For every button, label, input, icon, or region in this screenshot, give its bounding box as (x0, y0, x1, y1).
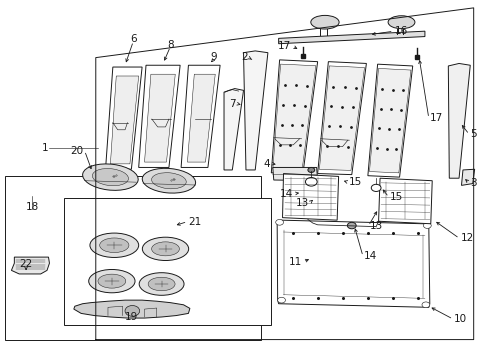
Ellipse shape (98, 274, 125, 288)
Text: 14: 14 (363, 251, 376, 261)
Polygon shape (277, 220, 429, 307)
Text: 7: 7 (229, 99, 235, 109)
Polygon shape (11, 257, 49, 274)
Text: 17: 17 (429, 113, 442, 123)
Polygon shape (367, 64, 412, 177)
Text: 5: 5 (469, 130, 476, 139)
Ellipse shape (151, 242, 179, 256)
Text: 4: 4 (263, 158, 270, 168)
Text: 22: 22 (20, 259, 33, 269)
Circle shape (125, 306, 140, 316)
Text: 8: 8 (167, 40, 173, 50)
Polygon shape (187, 74, 215, 162)
Polygon shape (319, 66, 364, 170)
Circle shape (275, 220, 283, 225)
Ellipse shape (148, 277, 175, 291)
Polygon shape (105, 67, 142, 169)
Ellipse shape (82, 164, 138, 190)
Circle shape (370, 184, 380, 192)
Circle shape (307, 167, 314, 172)
Ellipse shape (88, 270, 135, 293)
Polygon shape (110, 76, 139, 164)
Bar (4, 176, 260, 339)
Text: 13: 13 (368, 221, 382, 231)
Text: 17: 17 (278, 41, 291, 51)
Text: 2: 2 (241, 52, 247, 62)
Text: 9: 9 (210, 52, 217, 62)
Text: 1: 1 (41, 143, 48, 153)
Text: 19: 19 (124, 312, 138, 322)
Text: 6: 6 (130, 35, 136, 44)
Text: 21: 21 (188, 217, 201, 226)
Polygon shape (461, 169, 474, 185)
Ellipse shape (90, 233, 139, 257)
Text: 15: 15 (348, 177, 361, 187)
Bar (64, 198, 271, 325)
Ellipse shape (310, 15, 338, 29)
Ellipse shape (387, 16, 414, 29)
Text: 12: 12 (460, 233, 473, 243)
Polygon shape (139, 65, 180, 167)
Ellipse shape (139, 273, 183, 295)
Text: 3: 3 (469, 178, 476, 188)
Text: 14: 14 (280, 189, 293, 199)
Polygon shape (243, 51, 267, 170)
Ellipse shape (92, 168, 128, 186)
Polygon shape (271, 60, 317, 173)
Polygon shape (282, 174, 338, 220)
Polygon shape (272, 167, 317, 181)
Ellipse shape (100, 238, 129, 253)
Circle shape (423, 223, 430, 228)
Polygon shape (224, 89, 243, 170)
Text: 11: 11 (288, 257, 302, 267)
Circle shape (421, 302, 429, 308)
Text: 16: 16 (394, 26, 407, 36)
Polygon shape (272, 64, 315, 169)
Text: 20: 20 (70, 145, 83, 156)
Circle shape (346, 222, 355, 229)
Text: 10: 10 (453, 314, 467, 324)
Circle shape (305, 177, 317, 186)
Text: 13: 13 (295, 198, 308, 208)
Polygon shape (144, 74, 175, 162)
Ellipse shape (142, 237, 188, 261)
Polygon shape (369, 68, 410, 173)
Polygon shape (378, 178, 431, 224)
Polygon shape (278, 31, 424, 44)
Polygon shape (447, 63, 469, 178)
Text: 15: 15 (389, 192, 402, 202)
Ellipse shape (151, 173, 186, 189)
Circle shape (277, 297, 285, 303)
Text: 18: 18 (26, 202, 39, 212)
Ellipse shape (142, 168, 195, 193)
Polygon shape (317, 62, 366, 175)
Polygon shape (74, 300, 189, 318)
Polygon shape (181, 65, 220, 167)
